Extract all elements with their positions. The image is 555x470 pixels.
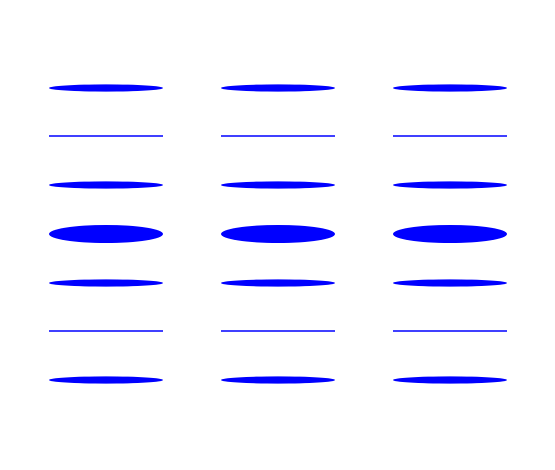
ellipse-shape (393, 181, 507, 189)
ellipse-shape (49, 225, 163, 243)
ellipse-shape (221, 225, 335, 243)
ellipse-shape (393, 84, 507, 92)
ellipse-shape (49, 376, 163, 384)
ellipse-shape (49, 181, 163, 189)
ellipse-shape (393, 376, 507, 384)
ellipse-shape (393, 279, 507, 287)
ellipse-shape (221, 279, 335, 287)
ellipse-shape (221, 84, 335, 92)
ellipse-shape (49, 279, 163, 287)
ellipse-shape (221, 181, 335, 189)
ellipse-shape (221, 376, 335, 384)
shape-grid (49, 84, 507, 384)
ellipse-shape (49, 84, 163, 92)
ellipse-shape (393, 225, 507, 243)
